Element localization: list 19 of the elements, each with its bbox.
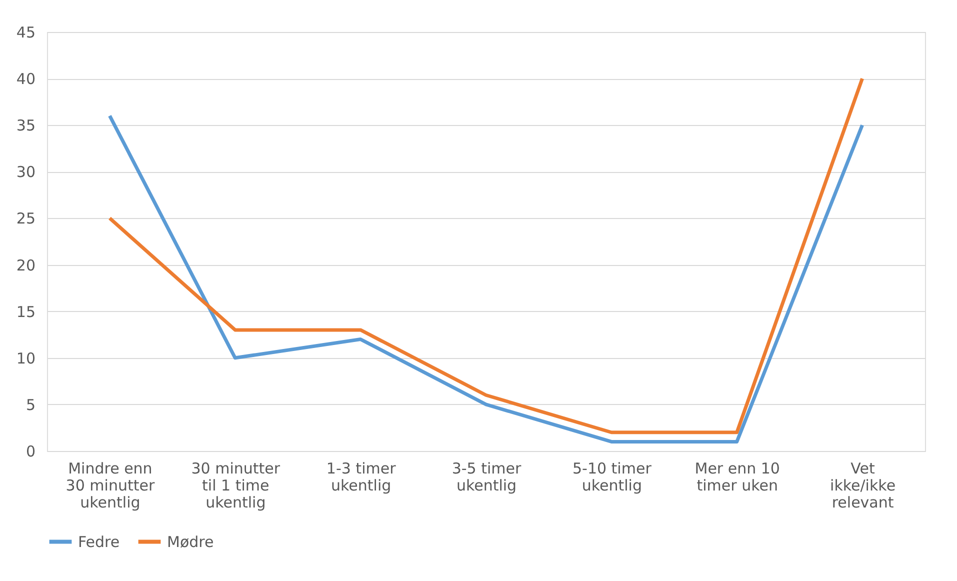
y-tick-label: 25 [16, 210, 36, 228]
y-tick-label: 45 [16, 24, 36, 42]
y-tick-label: 40 [16, 70, 36, 88]
y-tick-label: 0 [26, 442, 36, 460]
x-tick-label: Mindre enn 30 minutter ukentlig [66, 460, 156, 512]
legend-label: Fedre [78, 532, 120, 551]
x-tick-label: 3-5 timer ukentlig [452, 460, 522, 494]
x-tick-label: 5-10 timer ukentlig [572, 460, 652, 494]
x-tick-label: Mer enn 10 timer uken [694, 460, 780, 494]
y-tick-label: 35 [16, 116, 36, 135]
y-tick-label: 10 [16, 349, 36, 368]
y-tick-label: 20 [16, 256, 36, 274]
y-tick-label: 5 [26, 396, 36, 414]
x-tick-label: 1-3 timer ukentlig [326, 460, 397, 494]
y-tick-label: 15 [16, 302, 36, 321]
x-tick-label: Vet ikke/ikke relevant [830, 460, 896, 512]
legend-label: Mødre [167, 532, 214, 551]
y-tick-label: 30 [16, 163, 36, 182]
x-tick-label: 30 minutter til 1 time ukentlig [191, 460, 281, 512]
